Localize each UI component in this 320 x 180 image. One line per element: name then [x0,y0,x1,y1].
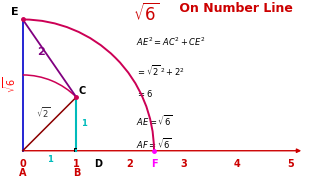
Text: D: D [94,159,102,169]
Text: 3: 3 [180,159,187,169]
Text: $\sqrt{6}$: $\sqrt{6}$ [1,77,18,93]
Text: 1: 1 [73,159,80,169]
Text: $AF = \sqrt{6}$: $AF = \sqrt{6}$ [136,137,172,151]
Text: 4: 4 [234,159,240,169]
Text: 5: 5 [287,159,294,169]
Text: C: C [79,86,86,96]
Text: 0: 0 [19,159,26,169]
Text: $\sqrt{6}$: $\sqrt{6}$ [133,3,159,24]
Text: $= 6$: $= 6$ [136,88,153,99]
Text: A: A [19,168,27,178]
Text: 2: 2 [38,47,45,57]
Text: $= \sqrt{2}^{\,2} + 2^2$: $= \sqrt{2}^{\,2} + 2^2$ [136,63,185,78]
Text: 2: 2 [126,159,133,169]
Text: 1: 1 [47,155,52,164]
Text: E: E [11,7,19,17]
Text: $\sqrt{2}$: $\sqrt{2}$ [36,105,51,120]
Text: 1: 1 [81,120,86,129]
Text: B: B [73,168,80,178]
Text: F: F [151,159,157,169]
Text: $AE = \sqrt{6}$: $AE = \sqrt{6}$ [136,114,172,129]
Text: On Number Line: On Number Line [175,3,292,15]
Text: $AE^2 = AC^2 + CE^2$: $AE^2 = AC^2 + CE^2$ [136,35,206,48]
